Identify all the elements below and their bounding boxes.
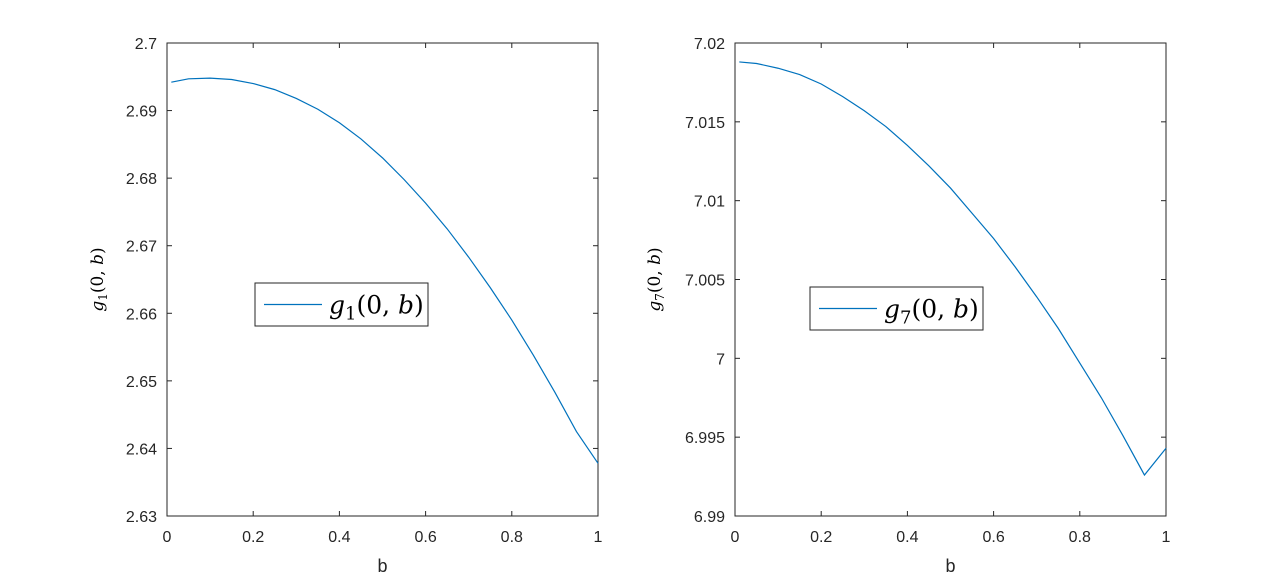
- plot-frame: [166, 42, 599, 517]
- x-tick-label: 1: [1162, 529, 1171, 546]
- y-tick-label: 7.005: [685, 273, 725, 290]
- y-tick-label: 2.65: [126, 374, 157, 391]
- plot-frame: [734, 42, 1167, 517]
- y-tick-label: 2.66: [126, 306, 157, 323]
- y-tick-label: 2.7: [135, 36, 157, 53]
- y-tick-label: 2.64: [126, 441, 157, 458]
- x-tick-label: 1: [594, 529, 603, 546]
- x-tick-label: 0.4: [328, 529, 350, 546]
- y-tick-label: 7.015: [685, 115, 725, 132]
- x-tick-label: 0.2: [242, 529, 264, 546]
- y-tick-label: 6.99: [694, 509, 725, 526]
- x-tick-label: 0.8: [1069, 529, 1091, 546]
- x-tick-label: 0: [731, 529, 740, 546]
- y-tick-label: 7: [716, 351, 725, 368]
- y-axis-label: g1(0, b): [88, 247, 110, 311]
- series-line: [739, 61, 1167, 477]
- legend: g7(0, b): [809, 286, 984, 331]
- x-tick-label: 0.8: [501, 529, 523, 546]
- legend: g1(0, b): [254, 282, 429, 327]
- y-tick-label: 2.69: [126, 104, 157, 121]
- x-axis-label: b: [377, 556, 387, 576]
- chart-panel-2: 0 0.2 0.4 0.6 0.8 1 6.99 6.995 7 7.005 7.01 7.015 7.…: [645, 36, 1171, 576]
- y-tick-label: 7.02: [694, 36, 725, 53]
- x-tick-label: 0: [163, 529, 172, 546]
- x-tick-label: 0.6: [982, 529, 1004, 546]
- legend-label: g1(0, b): [329, 291, 424, 325]
- y-tick-label: 2.63: [126, 509, 157, 526]
- y-tick-label: 7.01: [694, 194, 725, 211]
- x-tick-label: 0.2: [810, 529, 832, 546]
- y-tick-label: 2.67: [126, 239, 157, 256]
- legend-label: g7(0, b): [884, 295, 979, 329]
- y-tick-label: 2.68: [126, 171, 157, 188]
- x-tick-label: 0.6: [414, 529, 436, 546]
- y-tick-label: 6.995: [685, 430, 725, 447]
- chart-panel-1: 0 0.2 0.4 0.6 0.8 1 2.63 2.64 2.65 2.66 2.67 2.68 2.…: [88, 36, 603, 576]
- series-line: [171, 77, 599, 464]
- x-axis-label: b: [945, 556, 955, 576]
- x-tick-label: 0.4: [896, 529, 918, 546]
- y-axis-label: g7(0, b): [645, 247, 667, 311]
